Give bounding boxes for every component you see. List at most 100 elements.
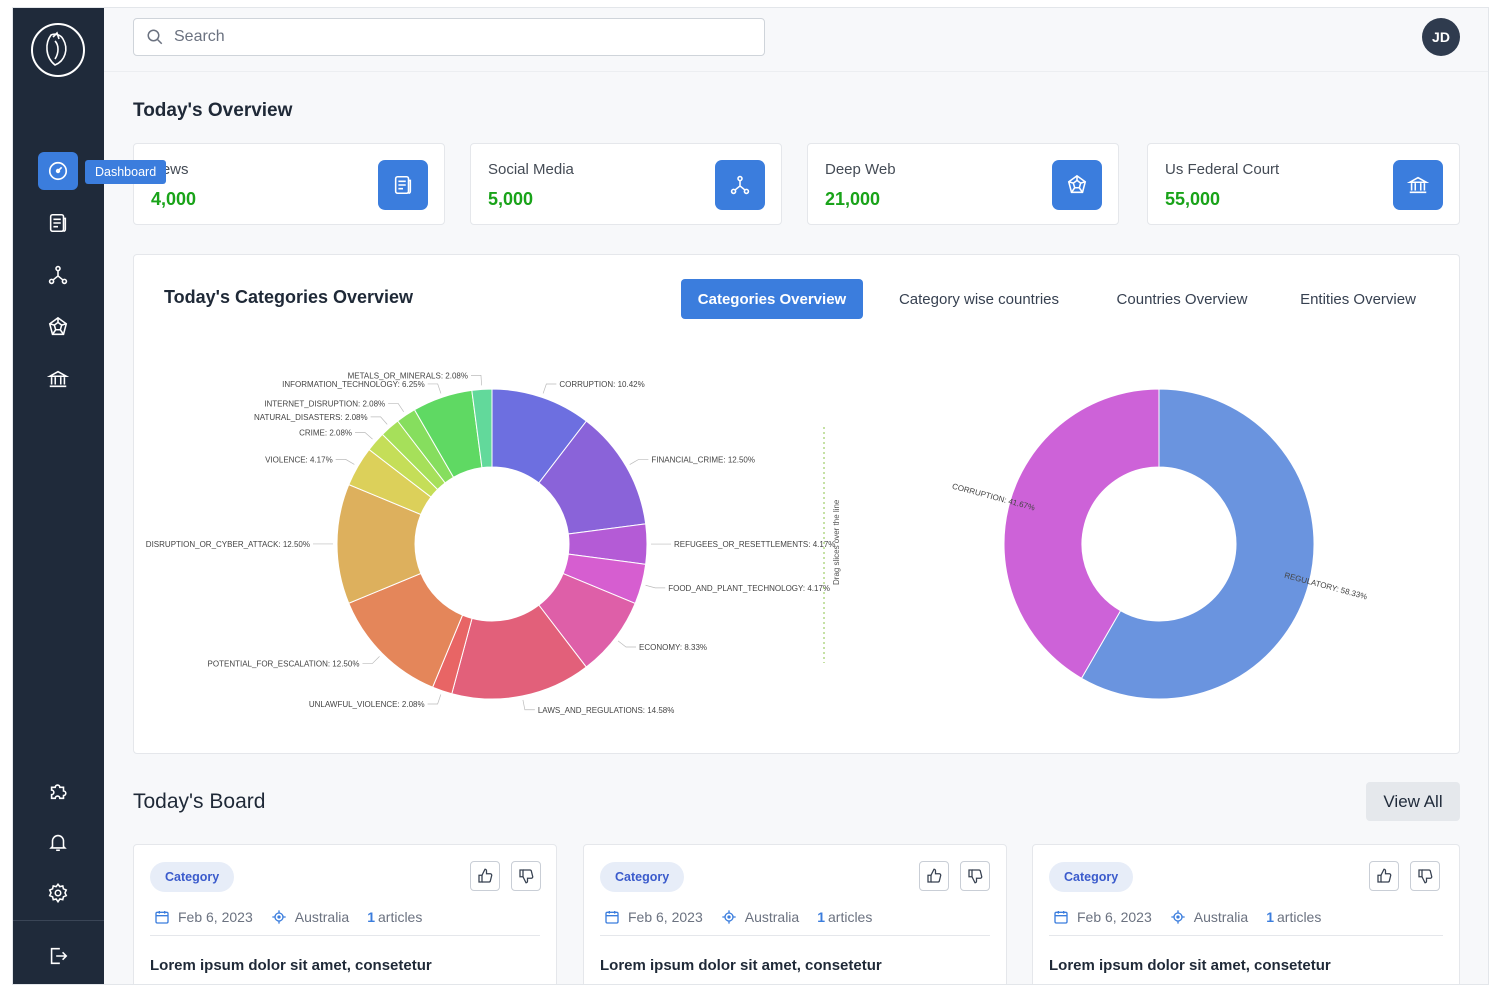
stat-value: 5,000 [488,189,534,209]
dashboard-icon [48,161,68,181]
location-icon [272,910,286,924]
news-icon [394,175,412,195]
slice-label: REFUGEES_OR_RESETTLEMENTS: 4.17% [674,540,835,549]
stat-card-us-federal-court[interactable]: Us Federal Court 55,000 [1147,143,1460,225]
sidebar-item-deep-web[interactable] [38,308,78,346]
tab-category-wise-countries[interactable]: Category wise countries [898,290,1060,308]
avatar[interactable]: JD [1422,18,1460,56]
slice-label: INTERNET_DISRUPTION: 2.08% [264,399,385,408]
gear-icon [48,883,68,904]
article-count: 1 [817,909,825,925]
search-box [133,18,765,56]
location-icon [722,910,736,924]
stat-card-deep-web[interactable]: Deep Web 21,000 [807,143,1119,225]
thumbs-up-button[interactable] [470,861,500,891]
logout-icon [50,947,68,965]
category-badge[interactable]: Category [150,862,235,892]
selected-donut-chart: REGULATORY: 58.33%CORRUPTION: 41.67% [951,388,1368,700]
tab-countries-overview[interactable]: Countries Overview [1116,290,1248,308]
card-country: Australia [294,909,350,925]
sidebar-item-settings[interactable] [38,874,78,912]
search-input[interactable] [172,27,736,47]
sidebar-item-notifications[interactable] [38,823,78,861]
slice-label: LAWS_AND_REGULATIONS: 14.58% [538,706,675,715]
slice-label-leader [427,383,442,394]
slice-label-leader [617,640,636,648]
slice-label: CORRUPTION: 10.42% [559,380,644,389]
slice-label: VIOLENCE: 4.17% [265,455,333,464]
donut-charts: CORRUPTION: 10.42% FINANCIAL_CRIME: 12.50… [146,371,1368,714]
sidebar-item-news[interactable] [38,204,78,242]
pie-slice[interactable] [471,388,493,469]
thumbs-up-icon [927,868,942,883]
tab-categories-overview[interactable]: Categories Overview [681,279,863,319]
slice-label-leader [427,694,442,705]
slice-label: NATURAL_DISASTERS: 2.08% [254,413,368,422]
card-meta: Feb 6, 2023 Australia 1 articles [154,909,440,925]
sidebar-item-court[interactable] [38,360,78,398]
location-icon [1171,910,1185,924]
view-all-button[interactable]: View All [1366,782,1460,821]
thumbs-down-button[interactable] [511,861,541,891]
article-count: 1 [367,909,375,925]
pie-slice[interactable] [1080,388,1315,700]
sidebar-item-social[interactable] [38,256,78,294]
owl-logo[interactable] [31,23,85,77]
slice-label-leader [388,403,404,412]
sidebar: Dashboard [13,8,167,984]
slice-label-leader [645,584,666,589]
card-meta: Feb 6, 2023 Australia 1 articles [1053,909,1339,925]
bell-icon [49,834,67,852]
sidebar-divider [13,920,104,921]
thumbs-down-button[interactable] [960,861,990,891]
deep-web-icon [1067,174,1087,194]
stat-card-news[interactable]: News 4,000 [133,143,445,225]
card-text: Lorem ipsum dolor sit amet, consetetur [150,957,432,974]
card-text: Lorem ipsum dolor sit amet, consetetur [1049,957,1331,974]
slice-label: METALS_OR_MINERALS: 2.08% [348,371,468,380]
board-card[interactable]: Category Feb 6, 2023 Australia 1 articles… [133,844,557,984]
article-count-label: articles [828,909,873,925]
article-count-label: articles [378,909,423,925]
sidebar-item-logout[interactable] [38,937,78,975]
card-date: Feb 6, 2023 [628,909,703,925]
categories-donut-chart: CORRUPTION: 10.42% FINANCIAL_CRIME: 12.50… [146,371,836,714]
slice-label-leader [542,383,557,394]
stat-icon-box [715,160,765,210]
thumbs-up-button[interactable] [919,861,949,891]
article-count-label: articles [1277,909,1322,925]
slice-label: ECONOMY: 8.33% [639,643,707,652]
tab-entities-overview[interactable]: Entities Overview [1300,290,1416,308]
slice-label: DISRUPTION_OR_CYBER_ATTACK: 12.50% [146,540,310,549]
slice-label-leader [629,459,649,465]
thumbs-up-button[interactable] [1369,861,1399,891]
thumbs-down-button[interactable] [1410,861,1440,891]
slice-label: UNLAWFUL_VIOLENCE: 2.08% [309,700,425,709]
pie-slice[interactable] [1003,388,1160,679]
categories-panel: Today's Categories Overview Categories O… [133,254,1460,754]
slice-label-leader [355,432,373,440]
category-badge[interactable]: Category [1049,862,1134,892]
network-icon [48,265,68,285]
stat-icon-box [378,160,428,210]
sidebar-item-integrations[interactable] [38,772,78,810]
slice-label-leader [522,699,535,711]
slice-label-leader [470,375,482,386]
card-meta: Feb 6, 2023 Australia 1 articles [604,909,890,925]
thumbs-down-icon [519,869,534,884]
stat-icon-box [1393,160,1443,210]
news-icon [49,213,67,233]
card-divider [1049,935,1443,936]
stat-value: 21,000 [825,189,881,209]
category-badge[interactable]: Category [600,862,685,892]
puzzle-icon [50,784,67,800]
stat-value: 4,000 [151,189,197,209]
board-card[interactable]: Category Feb 6, 2023 Australia 1 articles… [1032,844,1460,984]
stat-label: Deep Web [825,161,896,178]
calendar-icon [605,911,619,924]
sidebar-item-dashboard[interactable] [38,152,78,190]
board-card[interactable]: Category Feb 6, 2023 Australia 1 articles… [583,844,1007,984]
slice-label: FINANCIAL_CRIME: 12.50% [651,456,755,465]
stat-card-social-media[interactable]: Social Media 5,000 [470,143,782,225]
card-text: Lorem ipsum dolor sit amet, consetetur [600,957,882,974]
